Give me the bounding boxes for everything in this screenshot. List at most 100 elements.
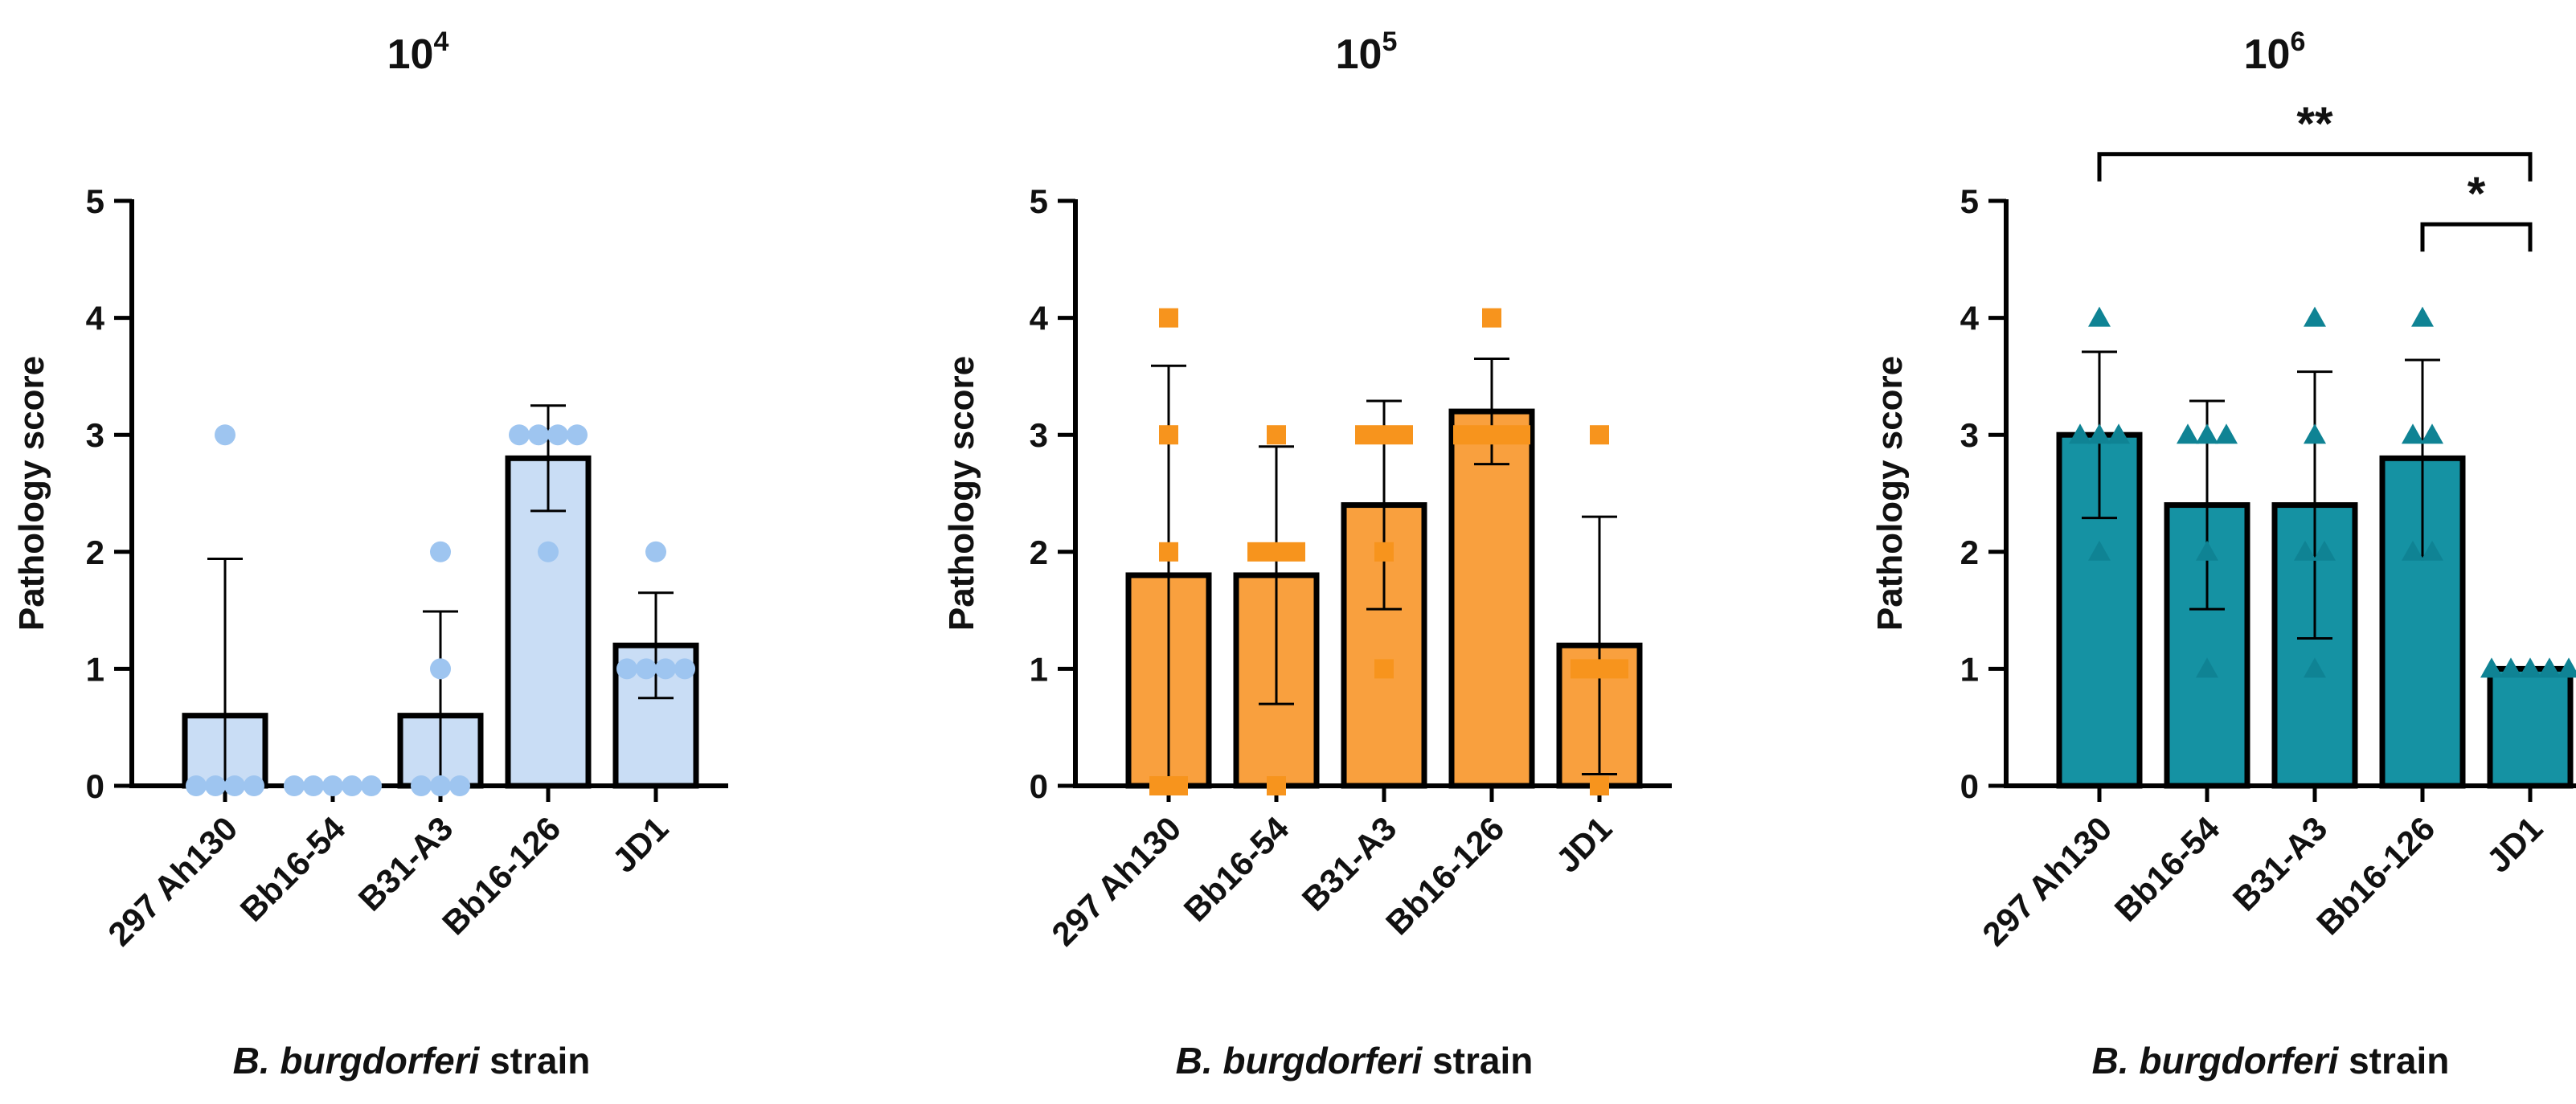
chart-panel-left: 104 Pathology score 0 1 2 3 4 5 297 Ah130Bb16-54… <box>12 27 728 1082</box>
y-tick-label: 5 <box>86 182 104 220</box>
data-point <box>528 424 549 446</box>
data-point <box>430 658 451 680</box>
data-point <box>1159 542 1178 562</box>
data-point <box>2411 306 2434 327</box>
x-tick-label: B31-A3 <box>351 809 461 918</box>
x-tick-label: B31-A3 <box>1295 809 1404 918</box>
data-point <box>215 424 235 446</box>
data-point <box>430 775 451 796</box>
data-point <box>244 775 264 796</box>
y-tick-label: 0 <box>1960 767 1979 805</box>
y-tick-label: 4 <box>86 300 105 337</box>
bar-JD1 <box>2487 665 2574 789</box>
data-point <box>567 424 588 446</box>
data-point <box>509 424 530 446</box>
chart-title: 105 <box>1336 27 1398 78</box>
data-point <box>411 775 432 796</box>
data-point <box>1609 659 1628 679</box>
y-tick-label: 3 <box>1030 416 1048 454</box>
data-point <box>2196 540 2218 561</box>
data-point <box>2402 540 2424 561</box>
y-tick-label: 4 <box>1030 300 1049 337</box>
bar-Bb16-126 <box>505 455 592 789</box>
data-point <box>2402 423 2424 444</box>
data-point <box>1590 659 1609 679</box>
data-point <box>2088 306 2111 327</box>
data-point <box>2088 423 2111 444</box>
data-point <box>1247 542 1267 562</box>
data-point <box>1267 776 1286 795</box>
x-axis-label: B. burgdorferi strain <box>233 1040 591 1082</box>
y-tick-label: 5 <box>1030 182 1048 220</box>
y-tick-label: 5 <box>1960 182 1979 220</box>
data-point <box>1159 425 1178 445</box>
x-tick-label: B31-A3 <box>2226 809 2335 918</box>
data-point <box>2196 423 2218 444</box>
data-point <box>1472 425 1492 445</box>
data-point <box>636 658 657 680</box>
chart-panel-right: 106 Pathology score 0 1 2 3 4 5 297 Ah130Bb16-54… <box>1870 27 2576 1082</box>
data-point <box>2538 657 2561 678</box>
data-point <box>1169 776 1188 795</box>
data-point <box>449 775 470 796</box>
data-point <box>1374 542 1394 562</box>
data-point <box>2304 423 2326 444</box>
y-axis-label: Pathology score <box>1870 356 1910 631</box>
x-axis-label: B. burgdorferi strain <box>2092 1040 2450 1082</box>
x-tick-label: 297 Ah130 <box>100 809 244 953</box>
data-point <box>2088 540 2111 561</box>
data-point <box>1149 776 1169 795</box>
y-tick-label: 1 <box>86 650 104 688</box>
significance-label: ** <box>2296 98 2333 150</box>
y-tick-label: 3 <box>1960 416 1979 454</box>
data-point <box>1394 425 1413 445</box>
data-point <box>205 775 226 796</box>
data-point <box>2304 657 2326 678</box>
y-tick-label: 2 <box>86 534 104 571</box>
data-point <box>655 658 676 680</box>
data-point <box>1482 308 1501 328</box>
data-point <box>2107 423 2130 444</box>
y-tick-label: 2 <box>1960 534 1979 571</box>
data-point <box>2519 657 2541 678</box>
data-point <box>284 775 305 796</box>
x-tick-label: Bb16-126 <box>1378 809 1511 942</box>
y-axis-label: Pathology score <box>12 356 51 631</box>
data-point <box>2177 423 2199 444</box>
y-tick-label: 0 <box>86 767 104 805</box>
data-point <box>1267 542 1286 562</box>
data-point <box>2215 423 2238 444</box>
data-point <box>1590 776 1609 795</box>
y-tick-label: 1 <box>1960 650 1979 688</box>
data-point <box>2421 423 2443 444</box>
data-point <box>2294 540 2316 561</box>
y-tick-label: 3 <box>86 416 104 454</box>
y-tick-label: 1 <box>1030 650 1048 688</box>
x-tick-label: Bb16-126 <box>435 809 567 942</box>
data-point <box>322 775 343 796</box>
y-tick-label: 4 <box>1960 300 1980 337</box>
data-point <box>303 775 324 796</box>
data-point <box>547 424 568 446</box>
data-point <box>2558 657 2576 678</box>
data-point <box>538 541 559 562</box>
data-point <box>1453 425 1472 445</box>
data-point <box>2480 657 2503 678</box>
chart-panel-middle: 105 Pathology score 0 1 2 3 4 5 297 Ah130Bb16-54… <box>942 27 1672 1082</box>
data-point <box>2421 540 2443 561</box>
data-point <box>361 775 382 796</box>
data-point <box>674 658 695 680</box>
bar-Bb16-126 <box>1448 408 1535 789</box>
data-point <box>1374 425 1394 445</box>
y-tick-label: 2 <box>1030 534 1048 571</box>
data-point <box>2313 540 2336 561</box>
significance-bracket <box>2097 152 2533 182</box>
x-tick-label: JD1 <box>605 809 676 880</box>
x-tick-label: JD1 <box>2480 809 2550 880</box>
data-point <box>645 541 666 562</box>
x-tick-label: JD1 <box>1549 809 1620 880</box>
chart-title: 104 <box>387 27 449 78</box>
data-point <box>1571 659 1590 679</box>
data-point <box>1511 425 1530 445</box>
